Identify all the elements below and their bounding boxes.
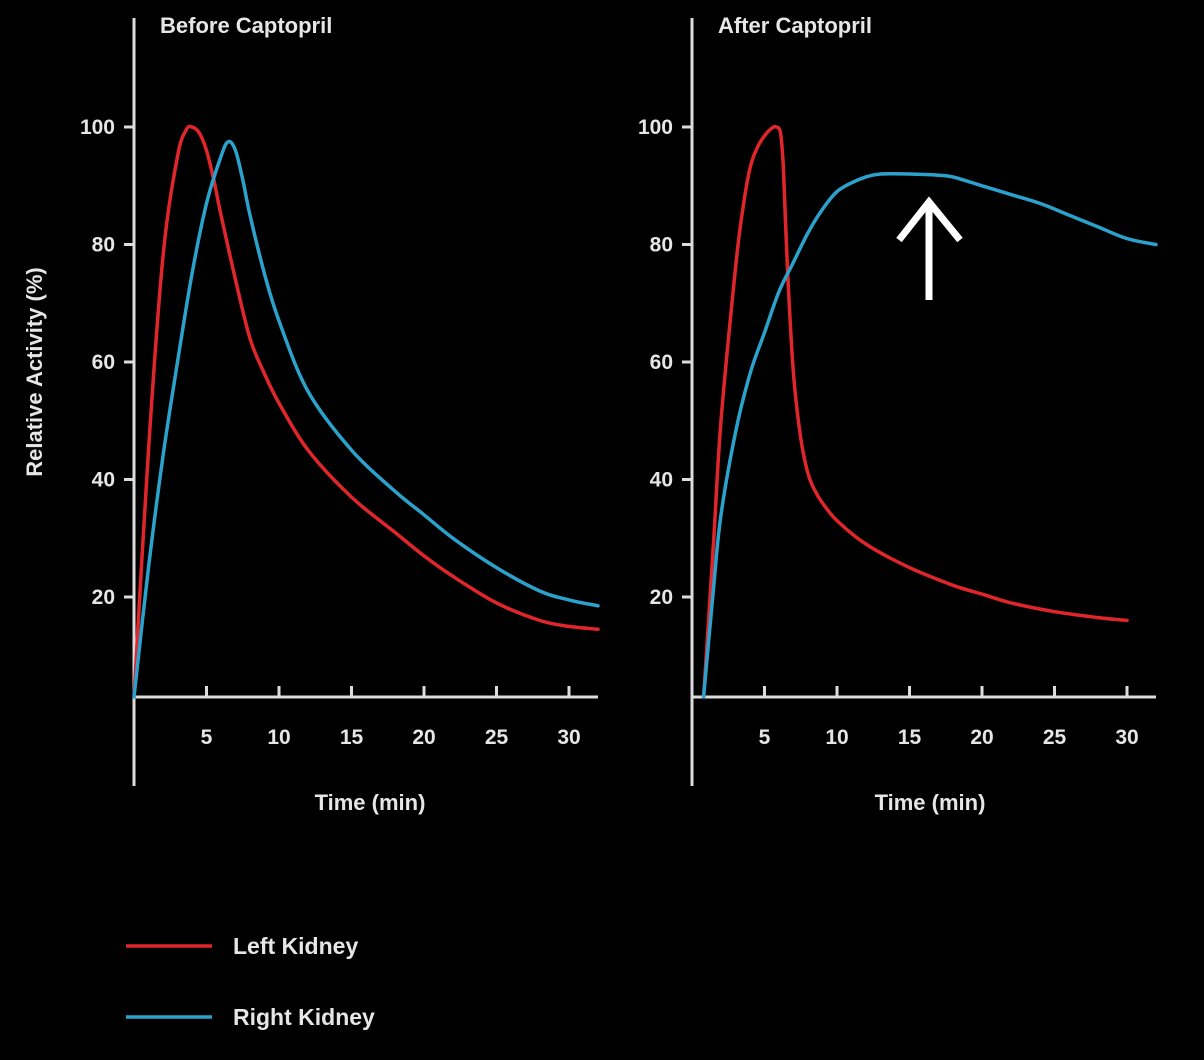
x-tick-label: 30 bbox=[1115, 726, 1138, 749]
x-tick-label: 30 bbox=[557, 726, 580, 749]
up-arrow-icon bbox=[896, 196, 963, 300]
x-tick-label: 10 bbox=[267, 726, 290, 749]
series-line-left-kidney bbox=[701, 124, 1129, 699]
y-tick-label: 40 bbox=[92, 469, 115, 492]
x-axis-title: Time (min) bbox=[875, 790, 986, 815]
series-line-right-kidney bbox=[132, 139, 600, 699]
legend-item-right-kidney: Right Kidney bbox=[126, 1004, 375, 1030]
x-tick-label: 20 bbox=[970, 726, 993, 749]
x-tick-label: 20 bbox=[412, 726, 435, 749]
x-tick-label: 25 bbox=[485, 726, 509, 749]
y-tick-label: 80 bbox=[650, 234, 673, 257]
x-tick-label: 15 bbox=[340, 726, 364, 749]
y-tick-label: 20 bbox=[650, 586, 673, 609]
annotation-layer bbox=[896, 196, 963, 300]
y-tick-label: 60 bbox=[92, 351, 115, 374]
y-tick-label: 60 bbox=[650, 351, 673, 374]
y-tick-label: 80 bbox=[92, 234, 115, 257]
y-tick-label: 40 bbox=[650, 469, 673, 492]
panel-title: After Captopril bbox=[718, 13, 872, 38]
legend-label: Left Kidney bbox=[233, 933, 358, 959]
y-tick-label: 20 bbox=[92, 586, 115, 609]
y-tick-label: 100 bbox=[638, 116, 673, 139]
x-tick-label: 10 bbox=[825, 726, 848, 749]
x-tick-label: 15 bbox=[898, 726, 922, 749]
y-tick-label: 100 bbox=[80, 116, 115, 139]
legend-item-left-kidney: Left Kidney bbox=[126, 933, 358, 959]
legend: Left Kidney Right Kidney bbox=[126, 933, 375, 1030]
panel-title: Before Captopril bbox=[160, 13, 332, 38]
series-line-left-kidney bbox=[132, 124, 600, 699]
x-tick-label: 5 bbox=[201, 726, 213, 749]
legend-label: Right Kidney bbox=[233, 1004, 375, 1030]
panel-1: 20 40 60 80 100 5 10 15 20 25 30 Before Captopril Ti… bbox=[22, 13, 600, 815]
y-axis-title: Relative Activity (%) bbox=[22, 267, 47, 476]
panel-2: 20 40 60 80 100 5 10 15 20 25 30 After Captopril Tim… bbox=[638, 13, 1158, 815]
x-tick-label: 5 bbox=[759, 726, 771, 749]
x-tick-label: 25 bbox=[1043, 726, 1067, 749]
x-axis-title: Time (min) bbox=[315, 790, 426, 815]
chart-panels: 20 40 60 80 100 5 10 15 20 25 30 Before Captopril Ti… bbox=[22, 13, 1158, 815]
series-line-right-kidney bbox=[701, 171, 1158, 699]
